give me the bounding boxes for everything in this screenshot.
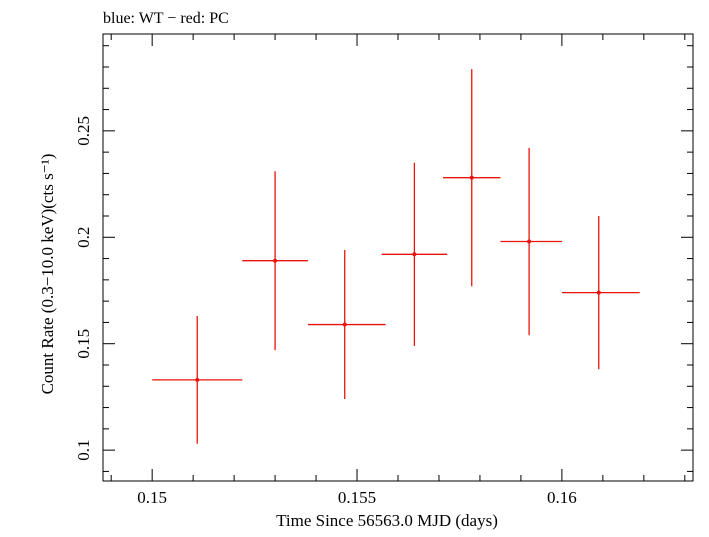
data-point	[527, 239, 532, 244]
data-point	[273, 258, 278, 263]
x-axis-label: Time Since 56563.0 MJD (days)	[276, 511, 498, 530]
data-point	[195, 377, 200, 382]
data-point-group	[381, 162, 448, 346]
data-point-group	[500, 147, 562, 336]
x-tick-label: 0.15	[137, 488, 167, 507]
data-point-group	[307, 250, 386, 400]
data-point	[596, 290, 601, 295]
y-tick-label: 0.15	[74, 329, 93, 359]
x-tick-label: 0.16	[547, 488, 577, 507]
data-point	[412, 252, 417, 257]
data-point	[342, 322, 347, 327]
chart-title: blue: WT − red: PC	[103, 10, 229, 27]
data-point-group	[443, 69, 501, 287]
axis-tick-labels: 0.15 0.155 0.16 0.1 0.15 0.2 0.25	[74, 116, 577, 507]
data-point-group	[561, 215, 640, 370]
y-tick-label: 0.1	[74, 440, 93, 461]
data-layer	[152, 69, 640, 444]
data-point-group	[152, 316, 243, 444]
axis-ticks	[103, 34, 693, 481]
data-point	[469, 175, 474, 180]
data-point-group	[242, 171, 308, 351]
y-axis-label: Count Rate (0.3−10.0 keV)(cts s⁻¹)	[38, 154, 57, 395]
y-tick-label: 0.2	[74, 227, 93, 248]
plot-frame	[102, 33, 694, 482]
y-tick-label: 0.25	[74, 116, 93, 146]
x-tick-label: 0.155	[338, 488, 376, 507]
